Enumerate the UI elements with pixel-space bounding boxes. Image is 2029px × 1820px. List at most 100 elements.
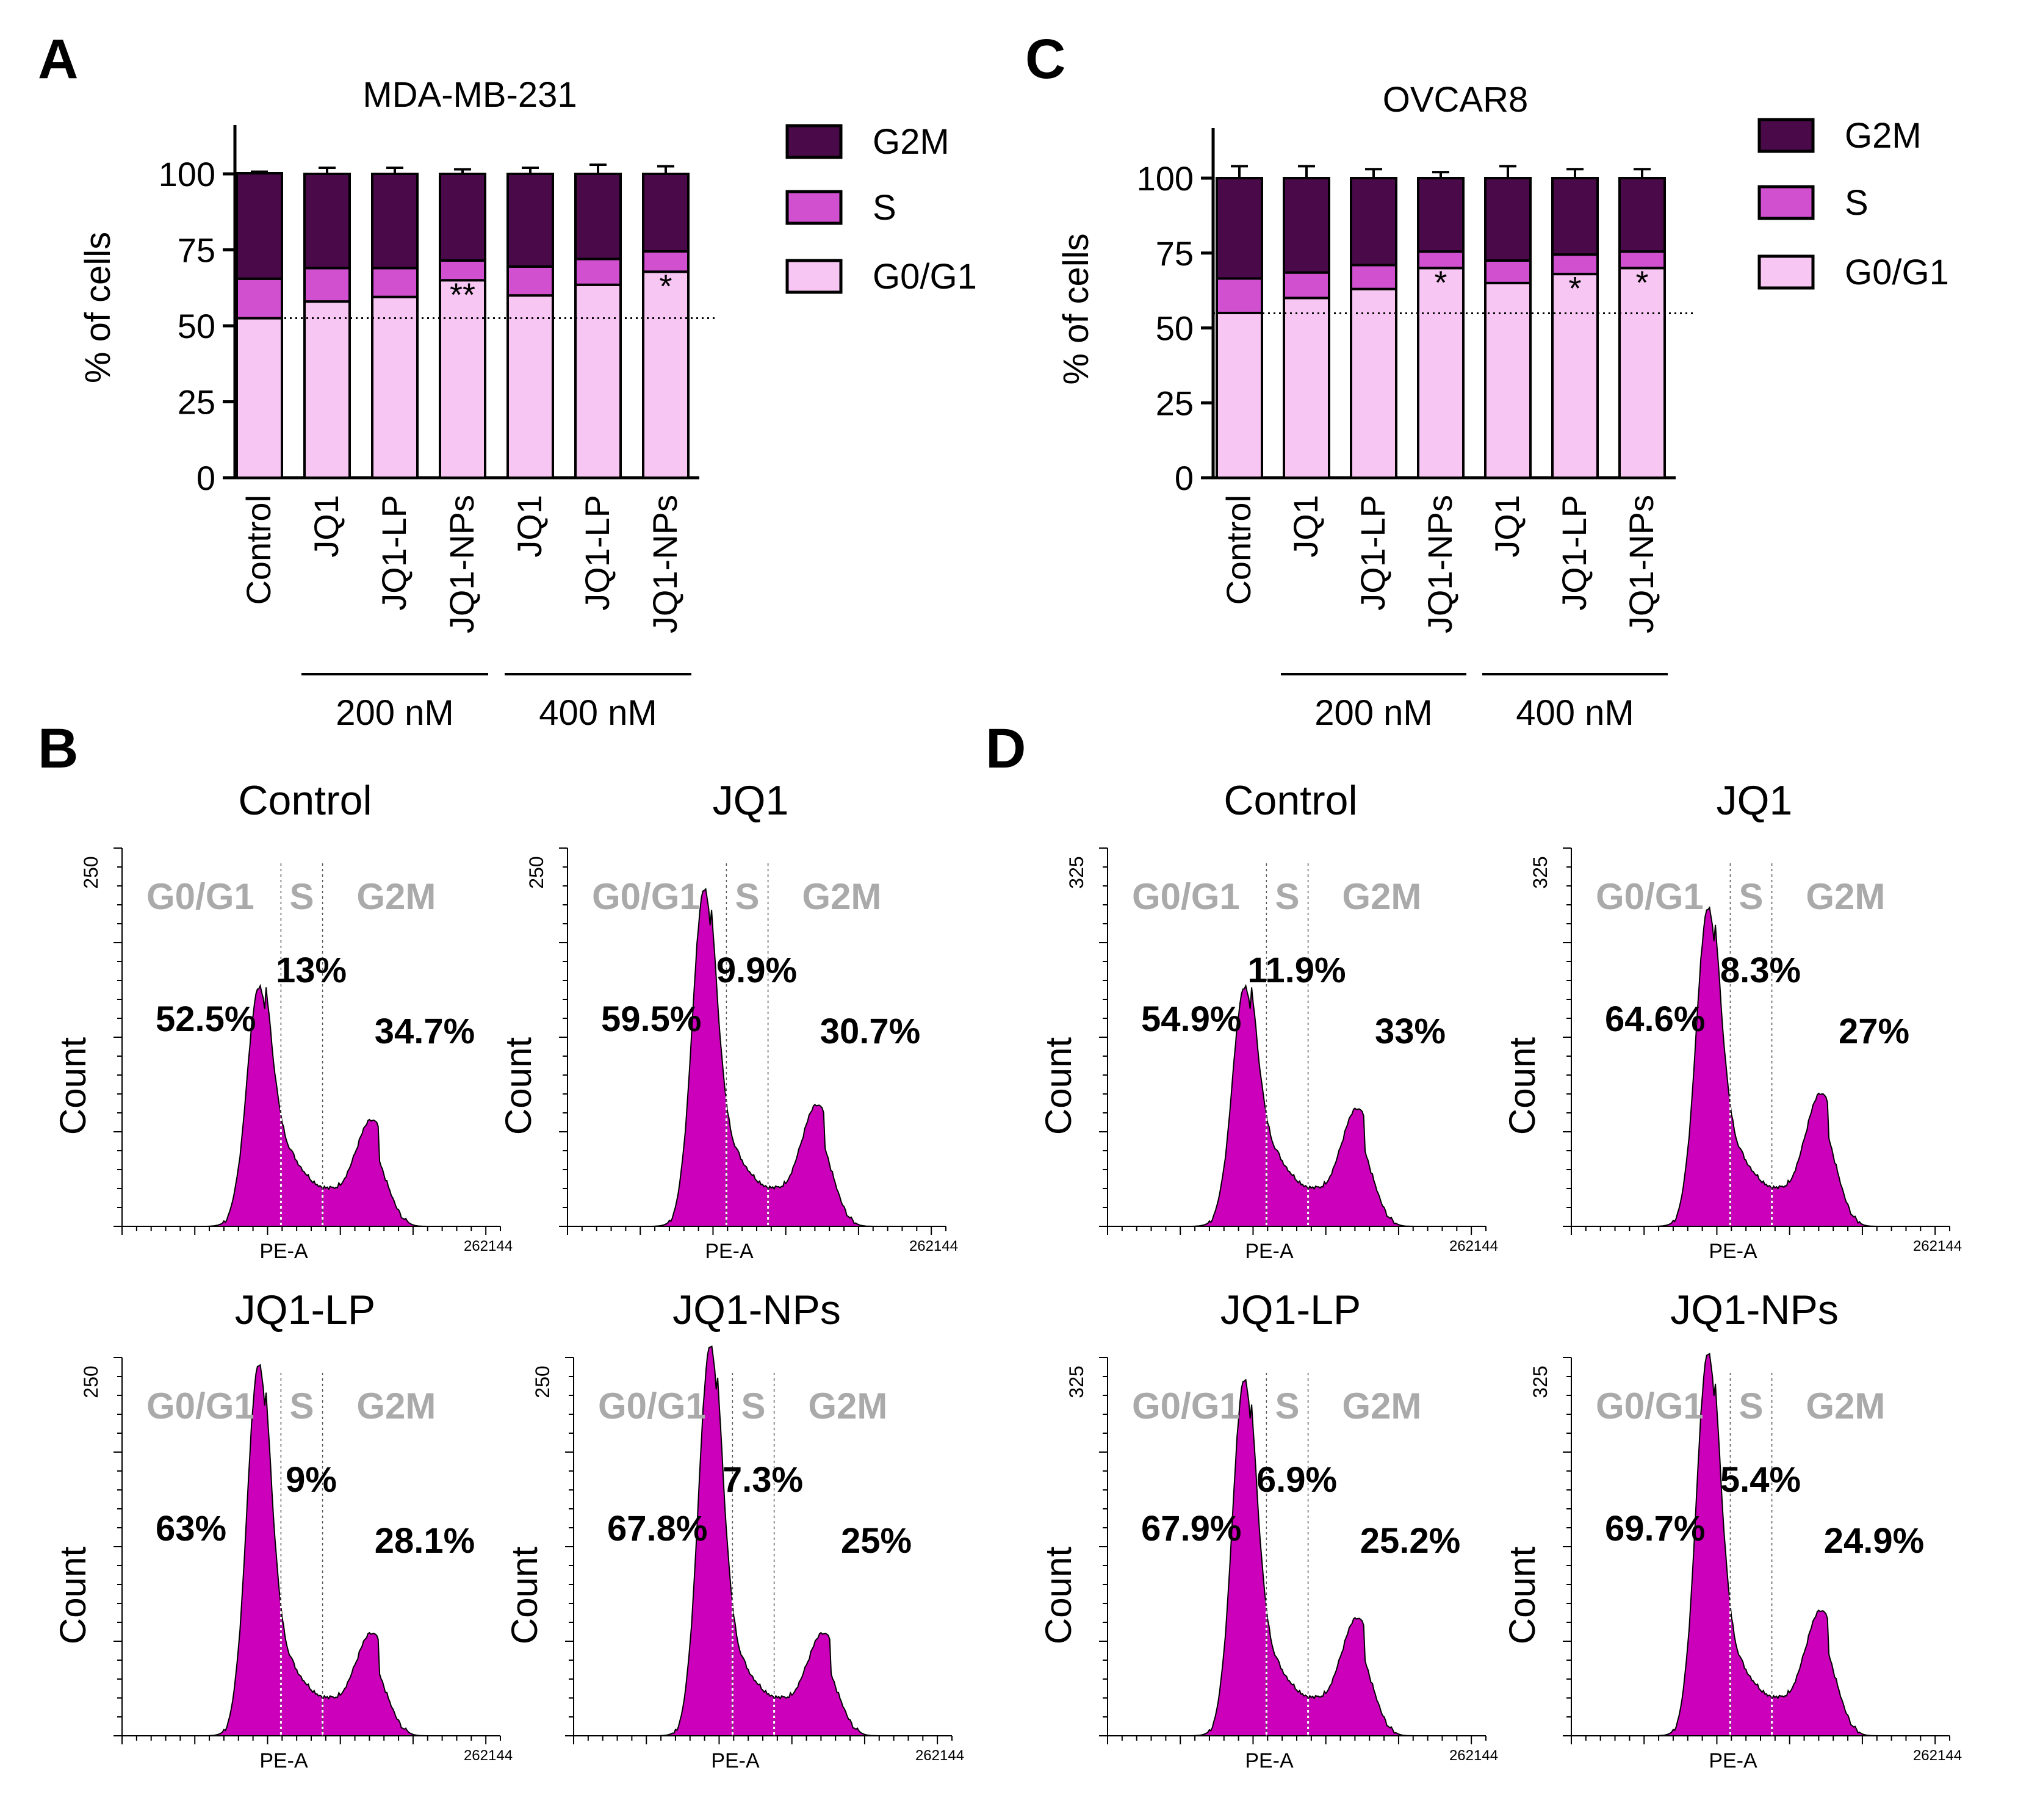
phase-label: S bbox=[741, 1386, 765, 1426]
y-tick-label: 0 bbox=[1175, 459, 1194, 497]
legend-swatch-g0g1 bbox=[785, 259, 843, 294]
y-max-label: 325 bbox=[1529, 1365, 1551, 1398]
x-max-label: 262144 bbox=[1913, 1238, 1962, 1254]
x-max-label: 262144 bbox=[1449, 1747, 1498, 1764]
x-axis-label: PE-A bbox=[1245, 1749, 1294, 1772]
x-max-label: 262144 bbox=[1913, 1747, 1962, 1764]
histogram-b-control: Control 250 Count PE-A 262144 G0/G1 S G2M 52.5% 1… bbox=[52, 777, 513, 1263]
g1-percent: 67.9% bbox=[1141, 1509, 1241, 1548]
category-label: JQ1-LP bbox=[1353, 495, 1392, 611]
bar-segment-g0g1 bbox=[506, 294, 554, 479]
x-axis-label: PE-A bbox=[1709, 1240, 1757, 1263]
histogram-title: JQ1 bbox=[713, 777, 789, 824]
g1-percent: 54.9% bbox=[1141, 999, 1241, 1039]
s-percent: 9.9% bbox=[716, 951, 797, 990]
group-label: 200 nM bbox=[1314, 693, 1432, 733]
x-axis-label: PE-A bbox=[259, 1240, 308, 1263]
bar-segment-g2m bbox=[236, 172, 283, 280]
phase-label: G0/G1 bbox=[598, 1386, 706, 1426]
histogram-b-jq1-nps: JQ1-NPs 250 Count PE-A 262144 G0/G1 S G2M 67.8% 7… bbox=[504, 1287, 964, 1772]
y-axis-label: Count bbox=[1038, 1037, 1079, 1135]
histogram-area bbox=[122, 1364, 500, 1736]
category-label: JQ1-LP bbox=[375, 495, 413, 611]
g1-percent: 59.5% bbox=[601, 999, 701, 1039]
x-max-label: 262144 bbox=[1449, 1238, 1498, 1254]
y-max-label: 250 bbox=[80, 856, 102, 888]
g2m-percent: 25.2% bbox=[1360, 1521, 1460, 1561]
phase-label: G2M bbox=[356, 876, 436, 917]
histogram-area bbox=[1108, 984, 1486, 1227]
y-axis-label: Count bbox=[498, 1037, 539, 1135]
histogram-title: JQ1-LP bbox=[1220, 1287, 1361, 1333]
legend-swatch-s bbox=[1757, 185, 1815, 220]
histogram-d-jq1-nps: JQ1-NPs 325 Count PE-A 262144 G0/G1 S G2M 69.7% 5… bbox=[1502, 1287, 1962, 1772]
y-axis-label: Count bbox=[1502, 1547, 1543, 1644]
legend-swatch-s bbox=[785, 190, 843, 225]
phase-label: G0/G1 bbox=[1596, 876, 1704, 917]
g1-percent: 69.7% bbox=[1605, 1509, 1705, 1548]
histogram-area bbox=[1108, 1378, 1486, 1736]
legend-swatch-g0g1 bbox=[1757, 254, 1815, 290]
significance-mark: * bbox=[1635, 264, 1648, 301]
phase-label: S bbox=[735, 876, 759, 917]
histogram-title: JQ1-NPs bbox=[672, 1287, 841, 1333]
chart-title: OVCAR8 bbox=[1383, 80, 1529, 120]
legend-swatch-g2m bbox=[1757, 118, 1815, 153]
legend-label: S bbox=[1845, 183, 1869, 223]
histogram-b-jq1-lp: JQ1-LP 250 Count PE-A 262144 G0/G1 S G2M 63% 9% 28… bbox=[52, 1287, 513, 1772]
histogram-b-jq1: JQ1 250 Count PE-A 262144 G0/G1 S G2M 59.5% 9.9% 3… bbox=[498, 777, 958, 1263]
bar-segment-s bbox=[1283, 271, 1330, 300]
phase-label: G0/G1 bbox=[1132, 876, 1240, 917]
panel-letter-b: B bbox=[38, 718, 78, 780]
bar-segment-g2m bbox=[1417, 177, 1465, 253]
y-tick-label: 25 bbox=[1156, 384, 1194, 422]
bar-segment-s bbox=[1551, 253, 1599, 276]
bar-segment-g0g1 bbox=[236, 317, 283, 479]
bar-segment-g2m bbox=[1484, 177, 1532, 262]
y-max-label: 250 bbox=[525, 856, 547, 888]
phase-label: G0/G1 bbox=[1132, 1386, 1240, 1426]
g1-percent: 63% bbox=[156, 1509, 226, 1548]
y-tick-label: 0 bbox=[196, 459, 215, 497]
x-max-label: 262144 bbox=[464, 1747, 513, 1764]
chart-title: MDA-MB-231 bbox=[362, 75, 577, 115]
bar-segment-g0g1 bbox=[371, 295, 419, 479]
histogram-d-jq1: JQ1 325 Count PE-A 262144 G0/G1 S G2M 64.6% 8.3% 2… bbox=[1502, 777, 1962, 1263]
y-tick-label: 50 bbox=[178, 307, 215, 345]
phase-label: S bbox=[1739, 876, 1763, 917]
category-label: JQ1 bbox=[1488, 495, 1526, 558]
phase-label: G2M bbox=[1342, 1386, 1421, 1426]
bar-segment-g0g1 bbox=[574, 283, 622, 479]
histogram-title: Control bbox=[238, 777, 372, 824]
bar-segment-s bbox=[303, 267, 351, 303]
y-tick-label: 75 bbox=[1156, 234, 1194, 273]
bar-segment-g2m bbox=[1618, 177, 1666, 253]
x-axis-label: PE-A bbox=[1709, 1749, 1757, 1772]
y-axis-label: Count bbox=[1038, 1547, 1079, 1644]
phase-label: S bbox=[1275, 876, 1299, 917]
significance-mark: ** bbox=[450, 276, 475, 313]
x-axis-label: PE-A bbox=[711, 1749, 760, 1772]
category-label: JQ1-NPs bbox=[1622, 495, 1660, 633]
g2m-percent: 28.1% bbox=[375, 1521, 475, 1561]
bar-segment-g2m bbox=[1216, 177, 1263, 280]
legend-swatch-g2m bbox=[785, 124, 843, 159]
bar-segment-g0g1 bbox=[642, 270, 690, 479]
legend-label: G2M bbox=[873, 122, 950, 162]
phase-label: G0/G1 bbox=[146, 1386, 254, 1426]
histogram-title: JQ1 bbox=[1717, 777, 1793, 824]
s-percent: 11.9% bbox=[1247, 951, 1346, 990]
category-label: JQ1-NPs bbox=[646, 495, 684, 633]
bar-segment-g0g1 bbox=[1551, 273, 1599, 479]
category-label: JQ1-LP bbox=[578, 495, 616, 611]
g2m-percent: 30.7% bbox=[820, 1012, 920, 1051]
histogram-title: JQ1-LP bbox=[235, 1287, 376, 1333]
histogram-d-jq1-lp: JQ1-LP 325 Count PE-A 262144 G0/G1 S G2M 67.9% 6.… bbox=[1038, 1287, 1498, 1772]
panel-letter-d: D bbox=[986, 718, 1026, 780]
legend-label: S bbox=[873, 188, 896, 228]
g2m-percent: 34.7% bbox=[375, 1012, 475, 1051]
x-max-label: 262144 bbox=[909, 1238, 958, 1254]
g2m-percent: 24.9% bbox=[1824, 1521, 1924, 1561]
x-max-label: 262144 bbox=[464, 1238, 513, 1254]
significance-mark: * bbox=[1434, 264, 1447, 301]
